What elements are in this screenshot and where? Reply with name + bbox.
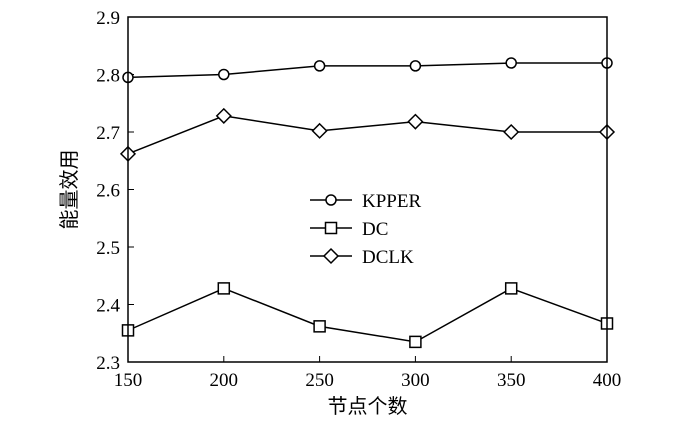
data-point-kpper (313, 60, 326, 72)
series-line-kpper (127, 62, 607, 79)
y-tick-label: 2.8 (96, 66, 120, 87)
y-axis-title: 能量效用 (57, 150, 81, 230)
data-point-kpper (218, 68, 230, 81)
x-tick-label: 300 (401, 370, 430, 391)
y-axis-title-group: 能量效用 (57, 150, 81, 230)
y-tick-label: 2.3 (96, 353, 120, 374)
legend-marker-dc (324, 221, 338, 235)
series-line-dc (127, 287, 608, 343)
x-tick-label: 200 (210, 370, 239, 391)
y-tick-label: 2.7 (96, 123, 120, 144)
legend-marker-kpper (325, 194, 337, 206)
axis-ticks: 150 200 250 300 350 400 2.3 2.4 2.5 2.6 2.7 2.8 2.9 (96, 8, 621, 391)
plot-frame (127, 16, 608, 363)
data-point-dclk (407, 113, 424, 130)
x-tick-label: 400 (593, 370, 622, 391)
x-tick-label: 150 (114, 370, 143, 391)
data-point-dc (409, 335, 422, 349)
data-point-dc (504, 282, 518, 295)
x-tick-label: 250 (305, 370, 334, 391)
legend-marker-dclk (322, 247, 340, 265)
data-point-dclk (503, 123, 520, 141)
x-tick-label: 350 (497, 370, 526, 391)
y-tick-label: 2.5 (96, 238, 120, 259)
data-point-kpper (409, 60, 422, 72)
legend-label-dc: DC (362, 219, 388, 240)
y-tick-label: 2.4 (96, 296, 120, 317)
data-point-dc (217, 282, 231, 295)
legend-label-kpper: KPPER (362, 191, 421, 212)
series-line-dclk (127, 115, 607, 155)
y-tick-label: 2.6 (96, 181, 120, 202)
x-axis-title: 节点个数 (328, 394, 408, 418)
legend-label-dclk: DCLK (362, 247, 414, 268)
data-point-dclk (215, 107, 232, 124)
legend: KPPER DC DCLK (310, 191, 421, 268)
data-point-kpper (505, 57, 517, 69)
series-lines (127, 62, 608, 343)
y-tick-label: 2.9 (96, 8, 120, 29)
data-point-dclk (311, 122, 328, 139)
data-point-dc (313, 320, 326, 333)
